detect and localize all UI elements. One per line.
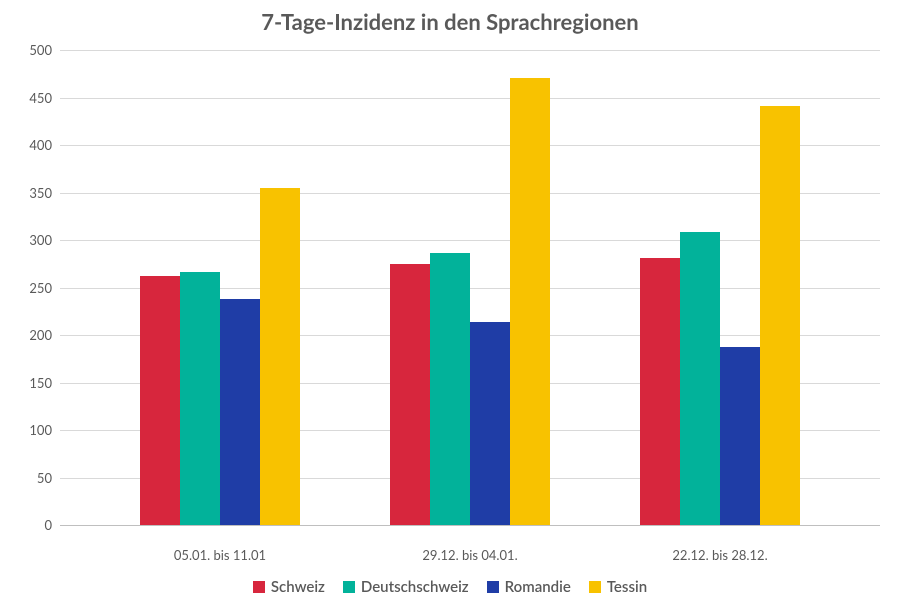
chart-title: 7-Tage-Inzidenz in den Sprachregionen: [0, 8, 900, 35]
legend-item: Deutschschweiz: [343, 578, 469, 596]
bar: [180, 272, 220, 525]
x-category-label: 22.12. bis 28.12.: [672, 547, 767, 563]
bar: [260, 188, 300, 525]
bar: [680, 232, 720, 525]
x-category-label: 05.01. bis 11.01: [174, 547, 266, 563]
bar: [390, 264, 430, 525]
legend-item: Tessin: [589, 578, 647, 596]
legend-label: Schweiz: [271, 578, 325, 596]
y-tick-label: 0: [44, 517, 52, 533]
y-tick-label: 200: [29, 327, 52, 343]
y-tick-label: 100: [29, 422, 52, 438]
chart-wrapper: 7-Tage-Inzidenz in den Sprachregionen 05…: [0, 0, 900, 601]
y-tick-label: 350: [29, 185, 52, 201]
bar: [720, 347, 760, 525]
gridline: [60, 98, 880, 99]
gridline: [60, 50, 880, 51]
legend-label: Tessin: [607, 578, 647, 596]
gridline: [60, 240, 880, 241]
gridline: [60, 525, 880, 526]
legend-item: Romandie: [487, 578, 571, 596]
y-tick-label: 250: [29, 280, 52, 296]
y-tick-label: 300: [29, 232, 52, 248]
legend-label: Deutschschweiz: [361, 578, 469, 596]
legend-swatch-icon: [487, 581, 499, 593]
y-tick-label: 50: [37, 470, 52, 486]
x-category-label: 29.12. bis 04.01.: [422, 547, 517, 563]
bar: [470, 322, 510, 525]
legend-swatch-icon: [343, 581, 355, 593]
gridline: [60, 193, 880, 194]
bar: [430, 253, 470, 525]
y-tick-label: 400: [29, 137, 52, 153]
legend-label: Romandie: [505, 578, 571, 596]
legend: Schweiz Deutschschweiz Romandie Tessin: [0, 575, 900, 599]
gridline: [60, 145, 880, 146]
legend-swatch-icon: [589, 581, 601, 593]
plot-area: 05010015020025030035040045050005.01. bis…: [60, 50, 880, 525]
y-tick-label: 500: [29, 42, 52, 58]
bar: [140, 276, 180, 525]
bar: [640, 258, 680, 525]
y-tick-label: 150: [29, 375, 52, 391]
y-tick-label: 450: [29, 90, 52, 106]
legend-item: Schweiz: [253, 578, 325, 596]
legend-swatch-icon: [253, 581, 265, 593]
bar: [220, 299, 260, 525]
bar: [760, 106, 800, 525]
bar: [510, 78, 550, 525]
